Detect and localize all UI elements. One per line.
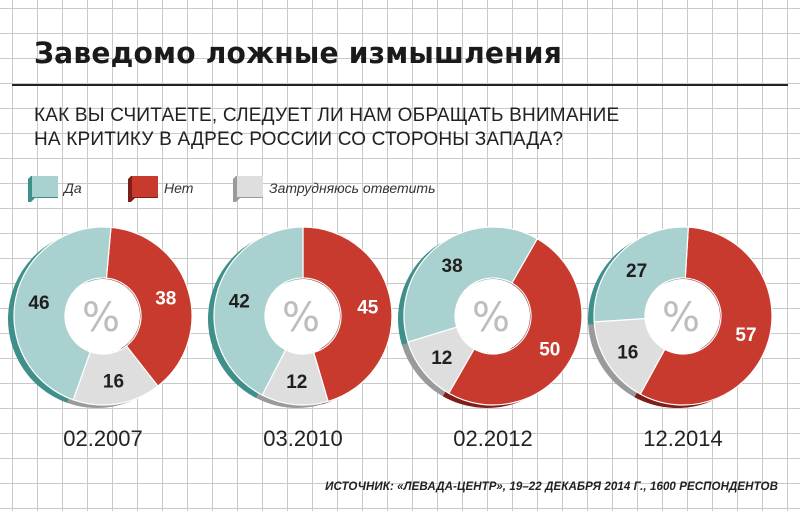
donut-value-yes-03.2010: 42 (229, 292, 250, 313)
title-divider (12, 84, 788, 86)
donut-value-undecided-02.2007: 16 (103, 372, 124, 393)
donut-center-label-12.2014: % (662, 295, 700, 341)
donut-value-no-02.2012: 50 (539, 340, 560, 361)
donut-hole-12.2014 (646, 279, 720, 353)
legend-label-undecided: Затрудняюсь ответить (269, 180, 436, 196)
donut-value-yes-12.2014: 27 (626, 261, 647, 282)
donut-hole-03.2010 (266, 279, 340, 353)
legend-swatch-no (128, 176, 158, 202)
donut-12.2014: % 57 16 27 12.2014 (587, 226, 773, 451)
donut-02.2007: % 38 16 46 02.2007 (7, 226, 193, 451)
donut-02.2012: % 50 12 38 02.2012 (397, 226, 583, 451)
legend-swatch-undecided (233, 176, 263, 202)
donut-slice-no-02.2012 (447, 237, 583, 406)
donut-center-label-03.2010: % (282, 295, 320, 341)
donut-value-undecided-02.2012: 12 (431, 348, 452, 369)
donut-value-no-12.2014: 57 (735, 325, 756, 346)
donut-03.2010: % 45 12 42 03.2010 (207, 226, 393, 451)
donut-slice-yes-02.2007 (13, 226, 112, 401)
survey-question: КАК ВЫ СЧИТАЕТЕ, СЛЕДУЕТ ЛИ НАМ ОБРАЩАТЬ… (34, 104, 619, 152)
survey-question-line-2: НА КРИТИКУ В АДРЕС РОССИИ СО СТОРОНЫ ЗАП… (34, 129, 564, 150)
donut-slice-yes-03.2010 (213, 226, 304, 396)
survey-question-line-1: КАК ВЫ СЧИТАЕТЕ, СЛЕДУЕТ ЛИ НАМ ОБРАЩАТЬ… (34, 105, 620, 126)
donut-value-undecided-03.2010: 12 (286, 372, 307, 393)
legend-swatch-yes (28, 176, 58, 202)
source-note: ИСТОЧНИК: «ЛЕВАДА-ЦЕНТР», 19–22 ДЕКАБРЯ … (325, 481, 778, 493)
page-title: Заведомо ложные измышления (34, 36, 562, 70)
legend-label-yes: Да (64, 180, 82, 196)
donut-period-label-12.2014: 12.2014 (643, 426, 723, 451)
donut-slice-no-02.2007 (105, 226, 193, 387)
donut-hole-02.2007 (66, 279, 140, 353)
donut-value-yes-02.2012: 38 (442, 256, 463, 277)
donut-period-label-02.2007: 02.2007 (63, 426, 143, 451)
donut-center-label-02.2012: % (472, 295, 510, 341)
donut-value-undecided-12.2014: 16 (617, 342, 638, 363)
donut-period-label-03.2010: 03.2010 (263, 426, 343, 451)
donut-hole-02.2012 (456, 279, 530, 353)
donut-slice-yes-12.2014 (593, 226, 689, 323)
legend-label-no: Нет (164, 180, 194, 196)
donut-period-label-02.2012: 02.2012 (453, 426, 533, 451)
donut-slice-no-03.2010 (302, 226, 393, 403)
donut-center-label-02.2007: % (82, 295, 120, 341)
donut-value-yes-02.2007: 46 (28, 293, 49, 314)
donut-value-no-03.2010: 45 (357, 298, 379, 319)
donut-value-no-02.2007: 38 (155, 289, 176, 310)
donut-slice-yes-02.2012 (403, 226, 539, 343)
donut-slice-no-12.2014 (639, 226, 773, 406)
